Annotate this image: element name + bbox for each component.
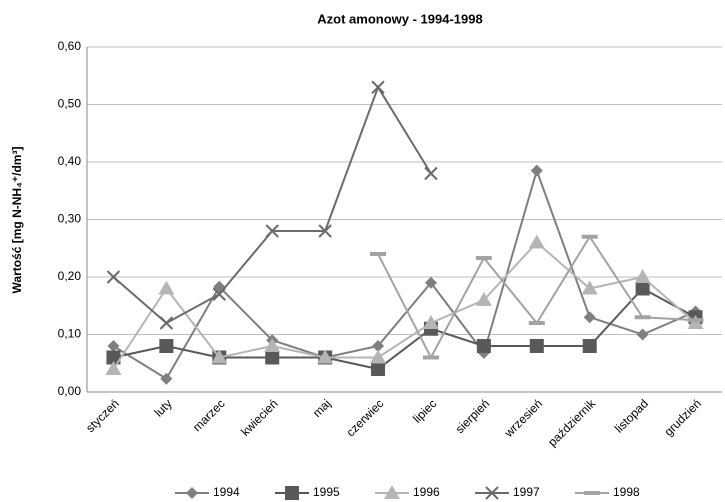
x-tick-label: luty — [152, 396, 175, 419]
marker — [581, 280, 598, 295]
x-tick-label: listopad — [612, 396, 651, 435]
series-line — [112, 84, 432, 325]
legend-label: 1994 — [213, 485, 240, 499]
legend-label: 1998 — [613, 485, 640, 499]
y-tick-label: 0,40 — [58, 154, 82, 168]
chart-title: Azot amonowy - 1994-1998 — [317, 11, 482, 26]
marker — [530, 164, 543, 177]
marker — [371, 80, 385, 94]
y-axis-title: Wartość [mg N-NH₄⁺/dm³] — [10, 147, 24, 294]
marker — [475, 256, 492, 261]
legend-label: 1996 — [413, 485, 440, 499]
marker — [265, 350, 280, 365]
marker — [384, 485, 400, 499]
marker — [584, 491, 600, 495]
y-tick-label: 0,50 — [58, 97, 82, 111]
x-tick-label: sierpień — [453, 396, 493, 436]
marker — [528, 321, 545, 325]
marker — [370, 349, 387, 364]
marker — [583, 311, 596, 324]
marker — [318, 224, 332, 238]
marker — [265, 224, 279, 238]
x-tick-label: kwiecień — [238, 396, 280, 438]
series-line — [113, 287, 697, 371]
x-tick-label: lipiec — [410, 396, 439, 425]
marker — [424, 166, 438, 181]
x-tick-label: marzec — [190, 396, 228, 434]
marker — [285, 486, 299, 500]
marker — [372, 340, 385, 352]
y-tick-label: 0,20 — [58, 269, 82, 283]
series-line — [112, 241, 697, 370]
y-tick-label: 0,30 — [58, 212, 82, 226]
legend-label: 1995 — [313, 485, 340, 499]
marker — [424, 276, 437, 289]
marker — [476, 339, 491, 353]
marker — [159, 339, 174, 353]
marker — [107, 340, 120, 352]
marker — [158, 280, 175, 295]
marker — [529, 339, 544, 353]
marker — [317, 349, 334, 364]
marker — [475, 292, 492, 306]
marker — [159, 316, 174, 330]
x-tick-label: czerwiec — [343, 396, 386, 439]
marker — [212, 287, 226, 301]
x-tick-label: styczeń — [83, 396, 122, 435]
marker — [528, 234, 545, 249]
marker — [370, 252, 387, 256]
y-tick-label: 0,60 — [58, 39, 82, 53]
marker — [371, 362, 386, 376]
marker — [581, 234, 598, 239]
marker — [636, 328, 649, 341]
marker — [634, 315, 651, 320]
marker — [422, 355, 439, 360]
marker — [105, 361, 122, 375]
x-tick-label: grudzień — [661, 396, 703, 438]
marker — [264, 338, 281, 352]
marker — [211, 349, 228, 364]
x-tick-label: wrzesień — [501, 396, 545, 440]
marker — [582, 339, 597, 353]
marker — [422, 315, 439, 329]
legend-label: 1997 — [513, 485, 540, 499]
marker — [106, 350, 121, 365]
x-tick-label: październik — [545, 396, 599, 450]
marker — [186, 487, 198, 499]
marker — [485, 486, 499, 500]
y-tick-label: 0,00 — [58, 384, 82, 398]
x-tick-label: maj — [310, 396, 334, 420]
marker — [160, 372, 173, 385]
marker — [687, 318, 704, 323]
marker — [634, 269, 651, 283]
series-line — [112, 167, 696, 381]
marker — [635, 281, 650, 296]
y-tick-label: 0,10 — [58, 327, 82, 341]
marker — [106, 270, 121, 284]
